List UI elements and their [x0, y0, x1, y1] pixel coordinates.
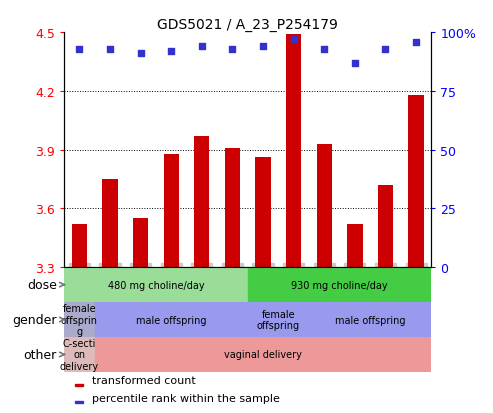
Point [137, 51, 144, 57]
Point [106, 46, 114, 53]
Text: gender: gender [12, 313, 57, 326]
Point [351, 60, 359, 67]
Bar [64, 302, 95, 337]
Bar [64, 268, 247, 302]
Text: percentile rank within the sample: percentile rank within the sample [92, 393, 280, 403]
Bar [408, 95, 423, 268]
Bar [225, 148, 240, 268]
Text: female
offsprin
g: female offsprin g [61, 303, 98, 336]
Text: vaginal delivery: vaginal delivery [224, 350, 302, 360]
Text: 930 mg choline/day: 930 mg choline/day [291, 280, 388, 290]
Point [290, 37, 298, 43]
Point [228, 46, 236, 53]
Bar [133, 218, 148, 268]
Bar [255, 158, 271, 268]
Bar [95, 302, 247, 337]
Title: GDS5021 / A_23_P254179: GDS5021 / A_23_P254179 [157, 18, 338, 32]
Text: dose: dose [27, 278, 57, 292]
Bar [75, 401, 83, 404]
Point [412, 39, 420, 46]
Bar [309, 302, 431, 337]
Text: transformed count: transformed count [92, 375, 195, 385]
Text: 480 mg choline/day: 480 mg choline/day [107, 280, 204, 290]
Point [167, 48, 175, 55]
Bar [317, 145, 332, 268]
Bar [164, 154, 179, 268]
Text: other: other [24, 348, 57, 361]
Point [198, 44, 206, 50]
Text: female
offspring: female offspring [257, 309, 300, 330]
Bar [103, 180, 118, 268]
Text: male offspring: male offspring [335, 315, 405, 325]
Text: C-secti
on
delivery: C-secti on delivery [60, 338, 99, 371]
Bar [247, 268, 431, 302]
Bar [347, 225, 362, 268]
Point [382, 46, 389, 53]
Bar [378, 185, 393, 268]
Point [75, 46, 83, 53]
Bar [64, 337, 95, 372]
Point [259, 44, 267, 50]
Point [320, 46, 328, 53]
Bar [72, 225, 87, 268]
Bar [247, 302, 309, 337]
Bar [75, 384, 83, 386]
Text: male offspring: male offspring [136, 315, 207, 325]
Bar [286, 35, 301, 268]
Bar [194, 137, 210, 268]
